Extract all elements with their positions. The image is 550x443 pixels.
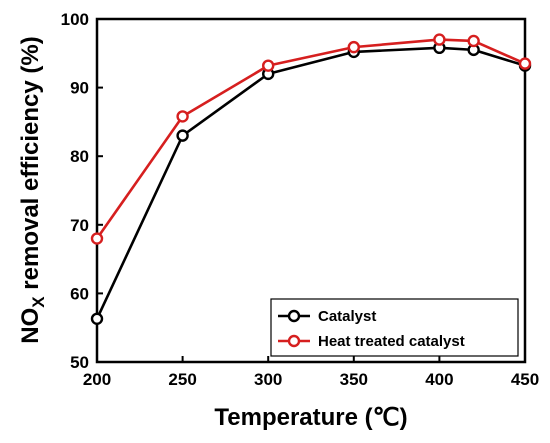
x-tick-label-300: 300 <box>254 370 282 389</box>
point-heat-treated-catalyst-420 <box>467 34 480 48</box>
legend-box <box>270 298 519 357</box>
x-axis-ticks: 200 250 300 350 400 450 <box>83 356 539 389</box>
point-catalyst-250 <box>176 129 189 142</box>
series-line-catalyst <box>95 46 526 320</box>
series-layer <box>90 33 532 325</box>
y-axis-title-rest: removal efficiency (%) <box>17 36 44 296</box>
legend-swatch-marker <box>287 334 301 348</box>
legend: Catalyst Heat treated catalyst <box>270 298 519 357</box>
y-tick-label-90: 90 <box>70 79 89 98</box>
point-catalyst-200 <box>90 312 104 325</box>
x-tick-label-350: 350 <box>340 370 368 389</box>
y-axis-title-main: NO <box>17 308 44 344</box>
plot-frame <box>95 17 527 364</box>
point-heat-treated-catalyst-250 <box>176 110 189 123</box>
legend-swatch-marker <box>287 309 301 323</box>
legend-item-catalyst: Catalyst <box>278 308 376 325</box>
series-catalyst <box>90 41 532 325</box>
point-heat-treated-catalyst-350 <box>347 40 360 54</box>
point-heat-treated-catalyst-450 <box>518 57 532 70</box>
series-heat-treated-catalyst <box>90 33 532 245</box>
point-heat-treated-catalyst-400 <box>433 33 446 46</box>
x-tick-label-450: 450 <box>511 370 539 389</box>
y-tick-label-100: 100 <box>61 10 89 29</box>
y-tick-label-70: 70 <box>70 216 89 235</box>
y-axis-title: NOX removal efficiency (%) <box>17 36 48 343</box>
series-line-heat-treated-catalyst <box>95 38 526 240</box>
point-heat-treated-catalyst-300 <box>262 59 275 72</box>
x-tick-label-400: 400 <box>425 370 453 389</box>
y-tick-label-60: 60 <box>70 284 89 303</box>
y-tick-label-50: 50 <box>70 353 89 372</box>
x-tick-label-250: 250 <box>168 370 196 389</box>
x-tick-label-200: 200 <box>83 370 111 389</box>
y-axis-title-subscript: X <box>29 296 48 308</box>
legend-label: Catalyst <box>318 308 376 325</box>
x-axis-title: Temperature (℃) <box>214 404 407 431</box>
y-tick-label-80: 80 <box>70 147 89 166</box>
legend-item-heat-treated-catalyst: Heat treated catalyst <box>278 333 465 350</box>
point-heat-treated-catalyst-200 <box>90 232 104 245</box>
y-axis-ticks: 50 60 70 80 90 100 <box>61 10 103 372</box>
legend-label: Heat treated catalyst <box>318 333 465 350</box>
